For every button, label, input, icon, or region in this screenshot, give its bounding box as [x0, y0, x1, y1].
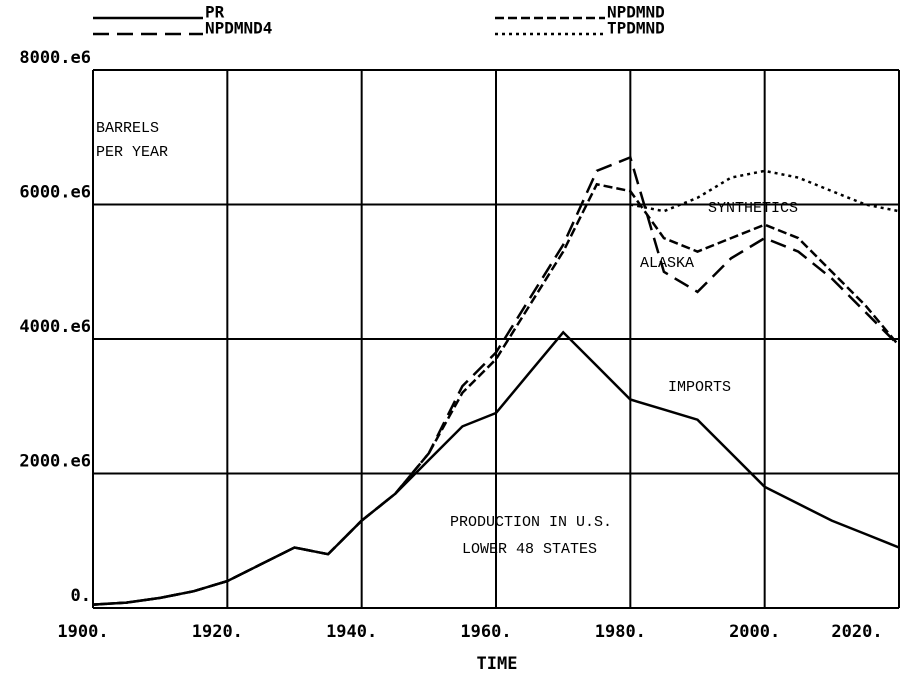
annotation: PRODUCTION IN U.S. [450, 514, 612, 531]
x-axis-label: TIME [477, 654, 518, 674]
x-tick-label: 2000. [729, 622, 780, 642]
legend-label: NPDMND4 [205, 19, 272, 38]
x-tick-label: 1900. [57, 622, 108, 642]
x-tick-label: 2020. [831, 622, 882, 642]
x-tick-label: 1940. [326, 622, 377, 642]
y-tick-label: 8000.e6 [19, 48, 91, 68]
y-tick-label: 0. [71, 586, 91, 606]
x-tick-label: 1920. [192, 622, 243, 642]
series-line [630, 169, 900, 213]
y-tick-label: 6000.e6 [19, 183, 91, 203]
legend-label: NPDMND [607, 3, 665, 22]
series-line [92, 155, 900, 606]
annotation: ALASKA [640, 255, 694, 272]
annotation: IMPORTS [668, 379, 731, 396]
y-tick-label: 2000.e6 [19, 452, 91, 472]
annotation: BARRELS [96, 120, 159, 137]
annotation: PER YEAR [96, 144, 168, 161]
x-tick-label: 1980. [595, 622, 646, 642]
legend-label: TPDMND [607, 19, 665, 38]
series-line [92, 182, 900, 606]
x-tick-label: 1960. [460, 622, 511, 642]
annotation: SYNTHETICS [708, 200, 798, 217]
legend-label: PR [205, 3, 225, 22]
y-tick-label: 4000.e6 [19, 317, 91, 337]
annotation: LOWER 48 STATES [462, 541, 597, 558]
